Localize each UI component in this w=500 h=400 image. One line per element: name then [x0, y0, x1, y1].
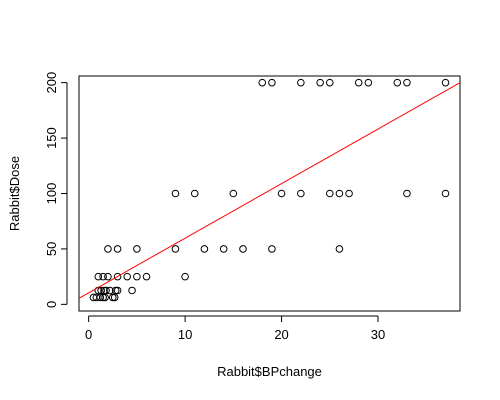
data-point [277, 189, 286, 198]
data-point [113, 286, 122, 295]
data-point [335, 189, 344, 198]
data-point [364, 78, 373, 87]
data-point [325, 78, 334, 87]
y-axis: 0 50 100 150 200 [44, 72, 68, 308]
data-point [133, 272, 141, 281]
data-point [133, 245, 141, 253]
data-point [113, 272, 122, 281]
x-tick-label: 20 [274, 327, 288, 342]
data-point [441, 189, 450, 198]
data-point [354, 78, 363, 87]
data-point [102, 286, 110, 295]
plot-box [78, 75, 461, 312]
data-point [128, 286, 136, 295]
data-point [142, 272, 151, 281]
data-point [393, 78, 402, 87]
data-point [104, 245, 112, 253]
data-point [403, 189, 411, 198]
x-tick-label: 10 [178, 327, 192, 342]
data-point [403, 78, 411, 87]
data-point [268, 245, 276, 253]
data-point [229, 189, 238, 198]
regression-line [78, 82, 461, 299]
data-points [89, 78, 450, 302]
data-point [171, 189, 180, 198]
data-point [97, 286, 105, 295]
y-tick-label: 200 [44, 72, 59, 94]
data-point [345, 189, 353, 198]
data-point [123, 272, 132, 281]
data-point [111, 286, 120, 295]
data-point [268, 78, 276, 87]
data-point [325, 189, 334, 198]
data-point [113, 245, 122, 253]
x-tick-label: 0 [85, 327, 92, 342]
data-point [239, 245, 247, 253]
data-point [258, 78, 267, 87]
data-point [200, 245, 209, 253]
data-point [94, 272, 103, 281]
data-point [181, 272, 189, 281]
x-axis: 0 10 20 30 [85, 315, 385, 342]
y-tick-label: 100 [44, 183, 59, 205]
x-axis-label: Rabbit$BPchange [217, 364, 322, 379]
data-point [106, 286, 114, 295]
data-point [108, 293, 117, 302]
data-point [219, 245, 228, 253]
data-point [316, 78, 324, 87]
data-point [104, 272, 112, 281]
y-tick-label: 50 [44, 242, 59, 256]
y-tick-label: 0 [44, 301, 59, 308]
data-point [99, 272, 107, 281]
data-point [297, 189, 305, 198]
data-point [297, 78, 305, 87]
y-tick-label: 150 [44, 127, 59, 149]
x-tick-label: 30 [371, 327, 385, 342]
y-axis-label: Rabbit$Dose [7, 156, 22, 231]
data-point [441, 78, 450, 87]
data-point [171, 245, 180, 253]
data-point [190, 189, 199, 198]
data-point [335, 245, 344, 253]
